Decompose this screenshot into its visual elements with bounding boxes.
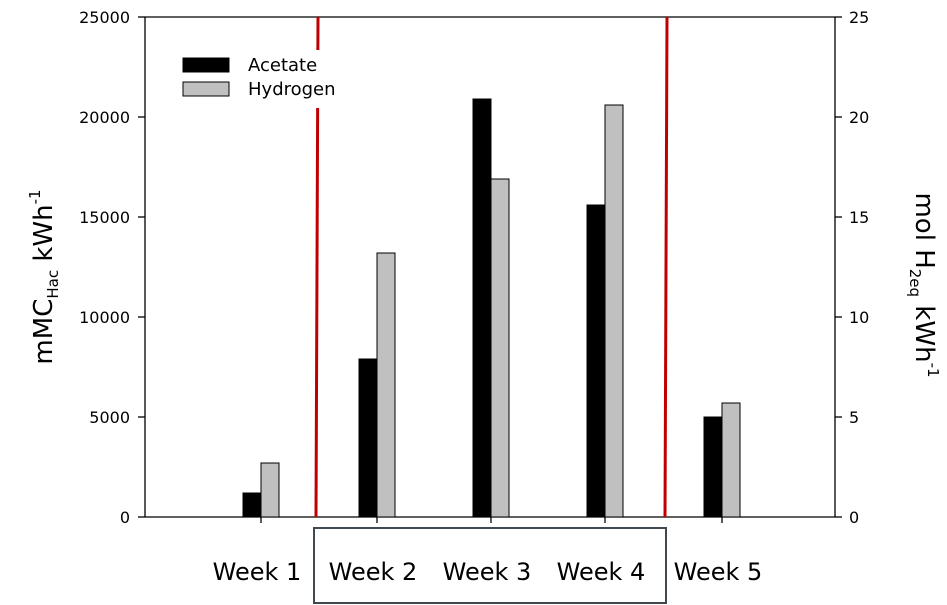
bar-acetate-week-2	[358, 358, 378, 518]
bar-hydrogen-week-2	[376, 252, 396, 518]
x-tick-label: Week 2	[329, 558, 418, 586]
left-tick-label: 15000	[79, 208, 130, 227]
bar-hydrogen-week-1	[260, 462, 280, 518]
left-tick-label: 5000	[89, 408, 130, 427]
bars	[242, 98, 741, 518]
divider-line	[663, 16, 669, 518]
bar-hydrogen-week-4	[604, 104, 624, 518]
right-y-axis: 0 5 10 15 20 25	[835, 8, 869, 527]
right-tick-label: 0	[849, 508, 859, 527]
x-tick-label: Week 5	[674, 558, 763, 586]
left-tick-label: 20000	[79, 108, 130, 127]
x-tick-label: Week 1	[213, 558, 302, 586]
bar-acetate-week-1	[242, 492, 262, 518]
right-tick-label: 25	[849, 8, 869, 27]
axis-titles: mMCHac kWh-1 mol H2eq kWh-1	[26, 189, 942, 377]
left-tick-label: 25000	[79, 8, 130, 27]
bar-hydrogen-week-5	[721, 402, 741, 518]
left-tick-label: 0	[120, 508, 130, 527]
highlight-box-rect	[313, 527, 667, 604]
bar-acetate-week-5	[703, 416, 723, 518]
bar-acetate-week-3	[472, 98, 492, 518]
left-tick-label: 10000	[79, 308, 130, 327]
legend-label-acetate: Acetate	[248, 55, 317, 76]
x-tick-label: Week 3	[443, 558, 532, 586]
right-tick-label: 15	[849, 208, 869, 227]
bar-hydrogen-week-3	[490, 178, 510, 518]
legend-swatch-acetate	[182, 57, 230, 73]
right-tick-label: 20	[849, 108, 869, 127]
highlight-box	[313, 527, 667, 604]
right-tick-label: 5	[849, 408, 859, 427]
legend-label-hydrogen: Hydrogen	[248, 79, 336, 100]
right-tick-label: 10	[849, 308, 869, 327]
bar-acetate-week-4	[586, 204, 606, 518]
x-tick-label: Week 4	[557, 558, 646, 586]
right-axis-title: mol H2eq kWh-1	[906, 192, 942, 377]
x-axis: Week 1 Week 2 Week 3 Week 4 Week 5	[213, 517, 763, 586]
left-y-axis: 0 5000 10000 15000 20000 25000	[79, 8, 145, 527]
legend-swatch-hydrogen	[182, 81, 230, 97]
left-axis-title: mMCHac kWh-1	[26, 189, 62, 364]
legend: Acetate Hydrogen	[175, 50, 365, 108]
